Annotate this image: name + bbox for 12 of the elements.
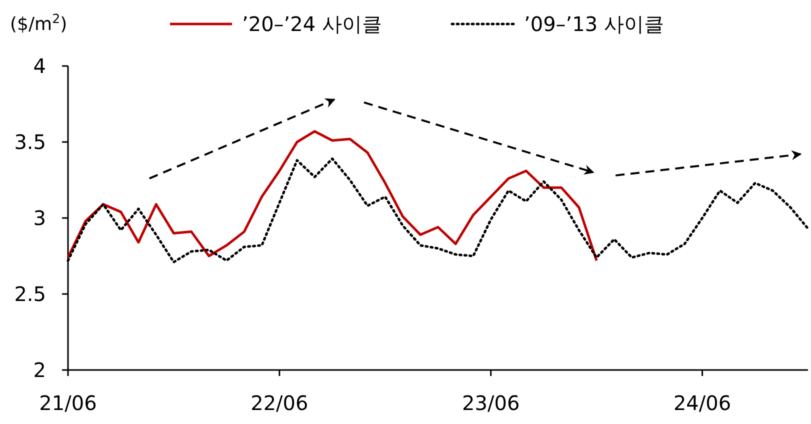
legend-label: ’09–’13 사이클	[524, 12, 664, 36]
legend-label: ’20–’24 사이클	[242, 12, 382, 36]
y-tick-label: 3	[33, 206, 46, 230]
x-tick-label: 21/06	[39, 391, 97, 415]
y-tick-label: 2.5	[14, 282, 46, 306]
y-tick-label: 4	[33, 54, 46, 78]
y-tick-label: 2	[33, 358, 46, 382]
x-tick-label: 23/06	[462, 391, 520, 415]
x-tick-label: 22/06	[250, 391, 308, 415]
y-tick-label: 3.5	[14, 130, 46, 154]
y-axis-title: ($/m$^{2}$)	[10, 10, 68, 35]
x-tick-label: 24/06	[673, 391, 732, 415]
